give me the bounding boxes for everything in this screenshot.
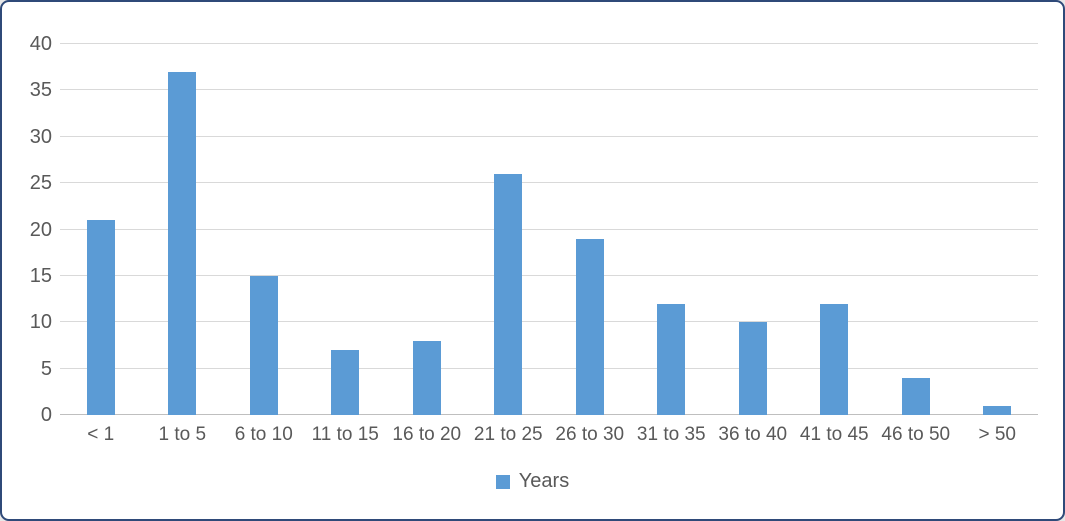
bar-slot xyxy=(305,44,387,415)
bar-slot xyxy=(712,44,794,415)
bar xyxy=(820,303,849,415)
bar xyxy=(657,303,686,415)
plot-area xyxy=(60,43,1038,415)
gridline xyxy=(60,135,1038,137)
legend-label: Years xyxy=(518,470,570,492)
bar-slot xyxy=(957,44,1039,415)
x-tick-label: 11 to 15 xyxy=(311,424,379,445)
y-tick-label: 10 xyxy=(29,311,52,334)
y-tick-label: 30 xyxy=(29,125,52,148)
y-tick-label: 5 xyxy=(40,357,52,380)
bar-slot xyxy=(386,44,468,415)
bar-slot xyxy=(549,44,631,415)
bar-slot xyxy=(468,44,550,415)
y-tick-label: 20 xyxy=(29,218,52,241)
bar xyxy=(331,350,360,415)
x-tick-label: 1 to 5 xyxy=(158,424,207,445)
legend: Years xyxy=(2,470,1063,493)
gridline xyxy=(60,321,1038,323)
gridline xyxy=(60,182,1038,184)
x-tick-label: 41 to 45 xyxy=(799,424,869,445)
y-tick-label: 25 xyxy=(29,172,52,195)
x-tick-label: 21 to 25 xyxy=(473,424,543,445)
x-tick-label: > 50 xyxy=(978,424,1016,445)
x-tick-label: < 1 xyxy=(87,424,115,445)
x-tick-label: 31 to 35 xyxy=(636,424,706,445)
gridline xyxy=(60,89,1038,91)
x-tick-label: 46 to 50 xyxy=(881,424,951,445)
y-tick-label: 40 xyxy=(29,33,52,55)
gridline xyxy=(60,274,1038,276)
bar-slot xyxy=(794,44,876,415)
bar-slot xyxy=(60,44,142,415)
bar-slot xyxy=(875,44,957,415)
bar xyxy=(983,405,1012,415)
gridline xyxy=(60,43,1038,44)
y-tick-label: 35 xyxy=(29,79,52,102)
x-tick-label: 36 to 40 xyxy=(718,424,788,445)
x-tick-label: 26 to 30 xyxy=(555,424,625,445)
bar xyxy=(86,220,115,415)
x-axis-line xyxy=(60,414,1038,415)
gridline xyxy=(60,228,1038,230)
bar xyxy=(575,238,604,415)
bar xyxy=(412,340,441,415)
bar xyxy=(494,173,523,415)
bar-slot xyxy=(142,44,224,415)
x-tick-label: 16 to 20 xyxy=(392,424,462,445)
x-axis-labels: < 1 1 to 5 6 to 10 11 to 15 16 to 20 21 to 25… xyxy=(60,423,1038,447)
bar xyxy=(901,377,930,415)
gridline xyxy=(60,367,1038,369)
y-axis-labels: 0 5 10 15 20 25 30 35 40 xyxy=(2,33,52,426)
bar-series-years xyxy=(60,44,1038,415)
bar xyxy=(738,322,767,415)
y-tick-label: 0 xyxy=(40,404,52,426)
bar xyxy=(168,71,197,415)
bar-slot xyxy=(223,44,305,415)
bar-slot xyxy=(631,44,713,415)
bar xyxy=(249,275,278,415)
legend-swatch-icon xyxy=(495,474,510,489)
y-tick-label: 15 xyxy=(29,264,52,287)
x-tick-label: 6 to 10 xyxy=(234,424,293,445)
